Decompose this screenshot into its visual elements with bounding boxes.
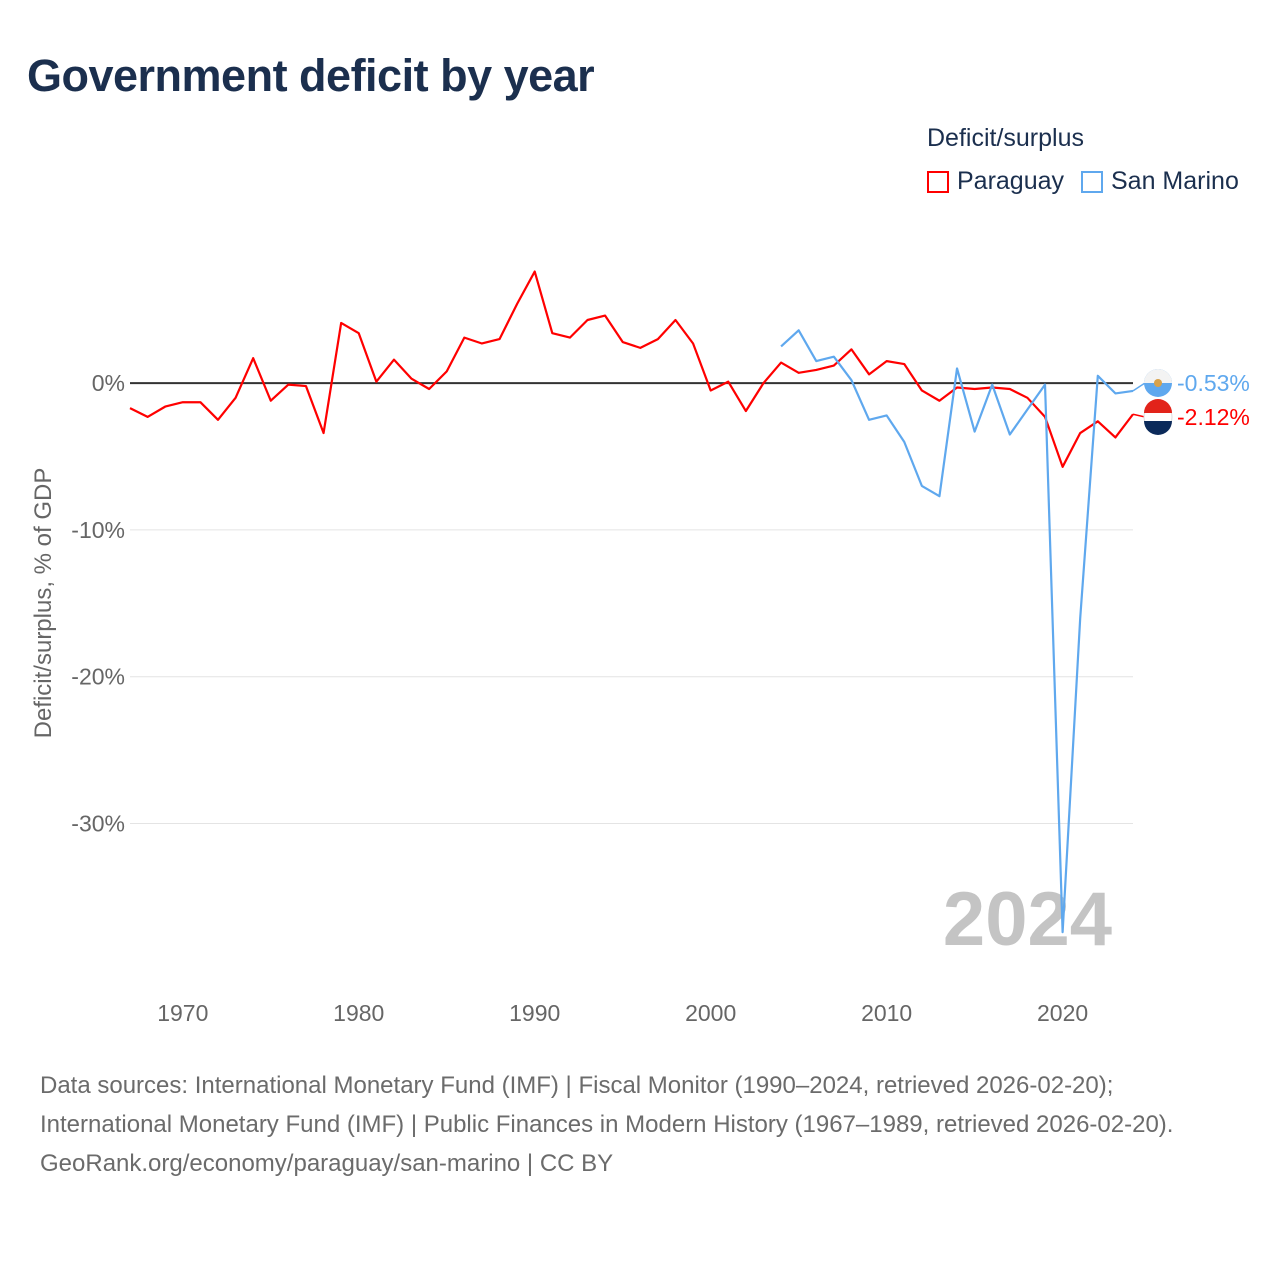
footer: Data sources: International Monetary Fun… <box>40 1066 1240 1183</box>
y-tick-label: 0% <box>92 370 125 396</box>
legend-label: San Marino <box>1111 167 1239 195</box>
year-watermark: 2024 <box>943 877 1112 962</box>
end-value-label: -2.12% <box>1177 404 1250 430</box>
end-label-connector <box>1132 382 1146 392</box>
credit-link[interactable]: GeoRank.org/economy/paraguay/san-marino … <box>40 1150 614 1177</box>
x-tick-label: 1970 <box>157 1000 208 1026</box>
y-axis-label: Deficit/surplus, % of GDP <box>30 468 57 739</box>
legend-label: Paraguay <box>957 167 1065 195</box>
x-tick-label: 2020 <box>1037 1000 1088 1026</box>
legend-item-san-marino[interactable]: San Marino <box>1081 167 1239 196</box>
x-tick-label: 2000 <box>685 1000 736 1026</box>
x-tick-label: 1980 <box>333 1000 384 1026</box>
y-tick-label: -10% <box>71 517 125 543</box>
data-sources: Data sources: International Monetary Fun… <box>40 1072 1174 1138</box>
end-label-connector <box>1132 413 1146 418</box>
flag-white-band <box>1144 369 1172 383</box>
flag-red-band <box>1144 399 1172 413</box>
chart-title: Government deficit by year <box>27 50 595 101</box>
flag-blue-band <box>1144 421 1172 435</box>
y-tick-label: -30% <box>71 811 125 837</box>
series-line-paraguay <box>129 270 1134 468</box>
legend-swatch <box>1081 170 1103 193</box>
x-tick-label: 2010 <box>861 1000 912 1026</box>
legend-swatch <box>927 170 949 193</box>
legend-item-paraguay[interactable]: Paraguay <box>927 167 1064 196</box>
legend-title: Deficit/surplus <box>927 124 1084 152</box>
flag-emblem <box>1154 379 1162 387</box>
y-tick-label: -20% <box>71 664 125 690</box>
x-tick-label: 1990 <box>509 1000 560 1026</box>
end-value-label: -0.53% <box>1177 370 1250 396</box>
series-line-san-marino <box>780 329 1134 934</box>
